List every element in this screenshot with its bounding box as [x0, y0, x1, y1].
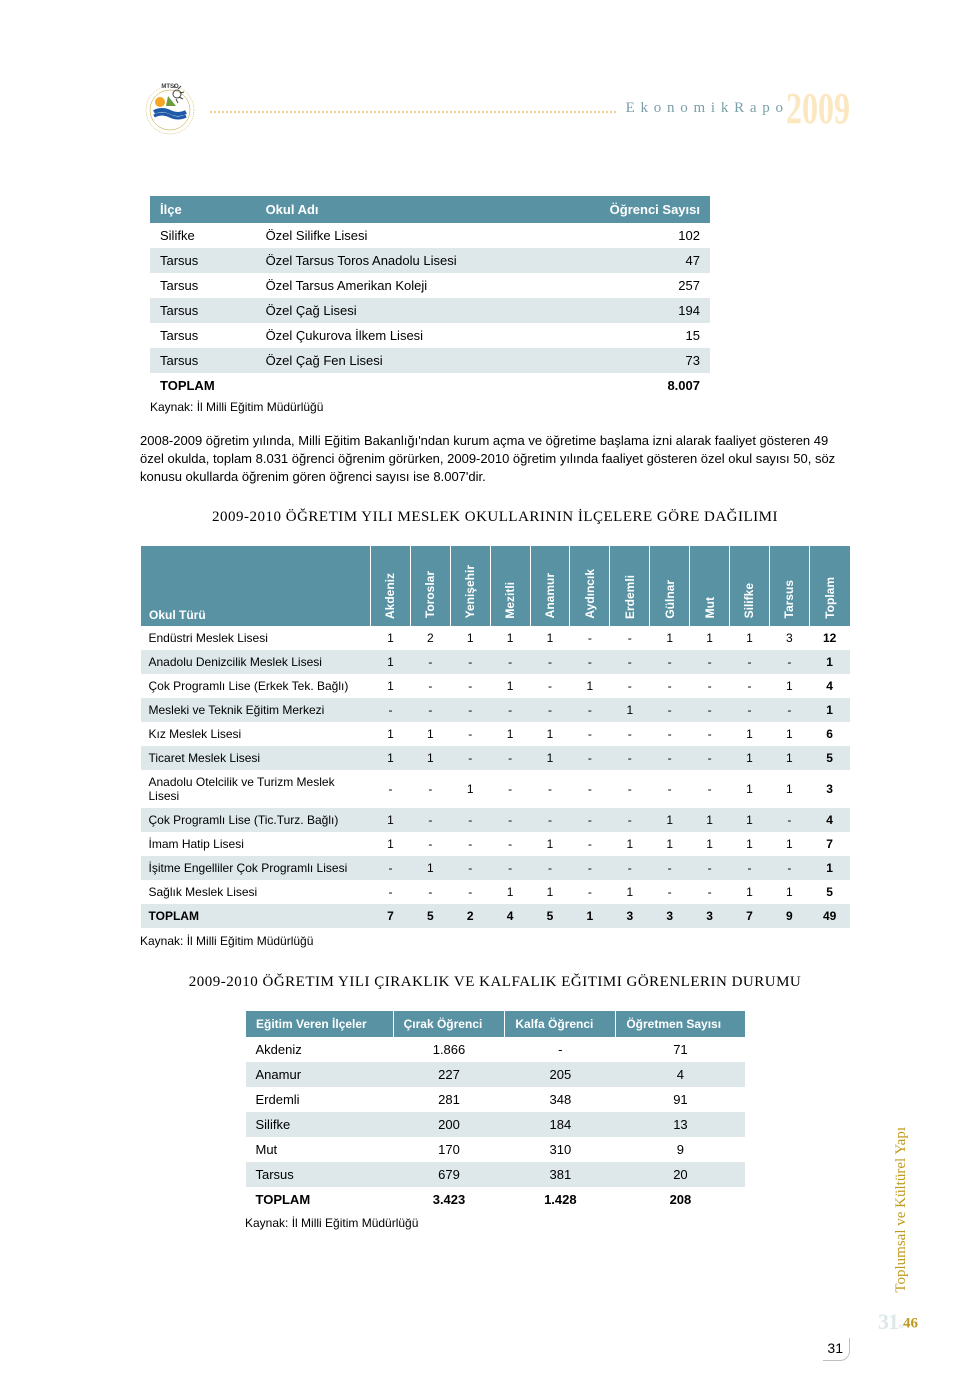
header-title: E k o n o m i k R a p o — [626, 100, 784, 117]
t2-col: Mezitli — [490, 546, 530, 626]
table-row: Erdemli28134891 — [246, 1087, 746, 1112]
paragraph-1: 2008-2009 öğretim yılında, Milli Eğitim … — [140, 432, 840, 487]
table-row: İşitme Engelliler Çok Programlı Lisesi-1… — [141, 856, 851, 880]
table-apprentice: Eğitim Veren İlçeler Çırak Öğrenci Kalfa… — [245, 1011, 745, 1212]
t3-h3: Öğretmen Sayısı — [616, 1011, 745, 1037]
table-row: Ticaret Meslek Lisesi11--1----115 — [141, 746, 851, 770]
table-row: Anadolu Denizcilik Meslek Lisesi1-------… — [141, 650, 851, 674]
t2-col: Okul Türü — [141, 546, 371, 626]
table-row: Kız Meslek Lisesi11-11----116 — [141, 722, 851, 746]
sidebar-section-label: Toplumsal ve Kültürel Yapı — [893, 1127, 910, 1293]
table-row: TarsusÖzel Çukurova İlkem Lisesi15 — [150, 323, 710, 348]
table-row: Çok Programlı Lise (Erkek Tek. Bağlı)1--… — [141, 674, 851, 698]
t2-col: Mut — [690, 546, 730, 626]
sidebar-page-badge: 31»46 — [878, 1309, 918, 1335]
t3-h0: Eğitim Veren İlçeler — [246, 1011, 394, 1037]
t2-col: Anamur — [530, 546, 570, 626]
page-container: MTSO E k o n o m i k R a p o 2009 İlçe O… — [0, 0, 960, 1383]
header-year: 2009 — [786, 82, 850, 134]
table-row: Endüstri Meslek Lisesi12111--111312 — [141, 626, 851, 650]
mtso-logo: MTSO — [140, 80, 200, 136]
page-header: MTSO E k o n o m i k R a p o 2009 — [140, 80, 850, 136]
table1-container: İlçe Okul Adı Öğrenci Sayısı SilifkeÖzel… — [150, 196, 710, 414]
t2-source: Kaynak: İl Milli Eğitim Müdürlüğü — [140, 934, 850, 948]
t2-col: Akdeniz — [371, 546, 411, 626]
table-row: Çok Programlı Lise (Tic.Turz. Bağlı)1---… — [141, 808, 851, 832]
sidebar-small: 46 — [903, 1315, 918, 1331]
table-row: Akdeniz1.866-71 — [246, 1037, 746, 1062]
t3-h1: Çırak Öğrenci — [393, 1011, 505, 1037]
t2-col: Toroslar — [410, 546, 450, 626]
table-row: TarsusÖzel Tarsus Toros Anadolu Lisesi47 — [150, 248, 710, 273]
t1-h0: İlçe — [150, 196, 256, 223]
table3-container: Eğitim Veren İlçeler Çırak Öğrenci Kalfa… — [245, 1011, 745, 1230]
table-row: Tarsus67938120 — [246, 1162, 746, 1187]
page-number: 31 — [823, 1338, 850, 1361]
t2-col: Toplam — [809, 546, 850, 626]
section3-title: 2009-2010 Öğretim Yılı Çıraklık ve Kalfa… — [140, 974, 850, 991]
t2-col: Tarsus — [769, 546, 809, 626]
t3-source: Kaynak: İl Milli Eğitim Müdürlüğü — [245, 1216, 745, 1230]
svg-text:MTSO: MTSO — [161, 84, 179, 90]
t3-h2: Kalfa Öğrenci — [505, 1011, 616, 1037]
table-row: Mesleki ve Teknik Eğitim Merkezi------1-… — [141, 698, 851, 722]
table-row: Silifke20018413 — [246, 1112, 746, 1137]
table-row: TarsusÖzel Çağ Lisesi194 — [150, 298, 710, 323]
sidebar-large: 31 — [878, 1309, 898, 1334]
header-divider — [210, 111, 616, 113]
table-row: TarsusÖzel Çağ Fen Lisesi73 — [150, 348, 710, 373]
section2-title: 2009-2010 Öğretim Yılı Meslek Okullarını… — [140, 509, 850, 526]
t1-h2: Öğrenci Sayısı — [554, 196, 710, 223]
table-vocational: Okul TürüAkdenizToroslarYenişehirMezitli… — [140, 546, 850, 928]
table-schools: İlçe Okul Adı Öğrenci Sayısı SilifkeÖzel… — [150, 196, 710, 398]
table-row: SilifkeÖzel Silifke Lisesi102 — [150, 223, 710, 248]
t1-source: Kaynak: İl Milli Eğitim Müdürlüğü — [150, 400, 710, 414]
table-row: Sağlık Meslek Lisesi---11-1--115 — [141, 880, 851, 904]
t2-col: Gülnar — [650, 546, 690, 626]
table-row: TOPLAM7524513337949 — [141, 904, 851, 928]
t2-col: Erdemli — [610, 546, 650, 626]
page-number-value: 31 — [823, 1338, 850, 1361]
table-row: Anamur2272054 — [246, 1062, 746, 1087]
table-row: TarsusÖzel Tarsus Amerikan Koleji257 — [150, 273, 710, 298]
table-row: İmam Hatip Lisesi1---1-111117 — [141, 832, 851, 856]
table-row: Anadolu Otelcilik ve Turizm Meslek Lises… — [141, 770, 851, 808]
t2-col: Yenişehir — [450, 546, 490, 626]
table-row: Mut1703109 — [246, 1137, 746, 1162]
t2-col: Aydıncık — [570, 546, 610, 626]
t1-h1: Okul Adı — [256, 196, 554, 223]
t2-col: Silifke — [730, 546, 770, 626]
table-row: TOPLAM3.4231.428208 — [246, 1187, 746, 1212]
table-row: TOPLAM8.007 — [150, 373, 710, 398]
